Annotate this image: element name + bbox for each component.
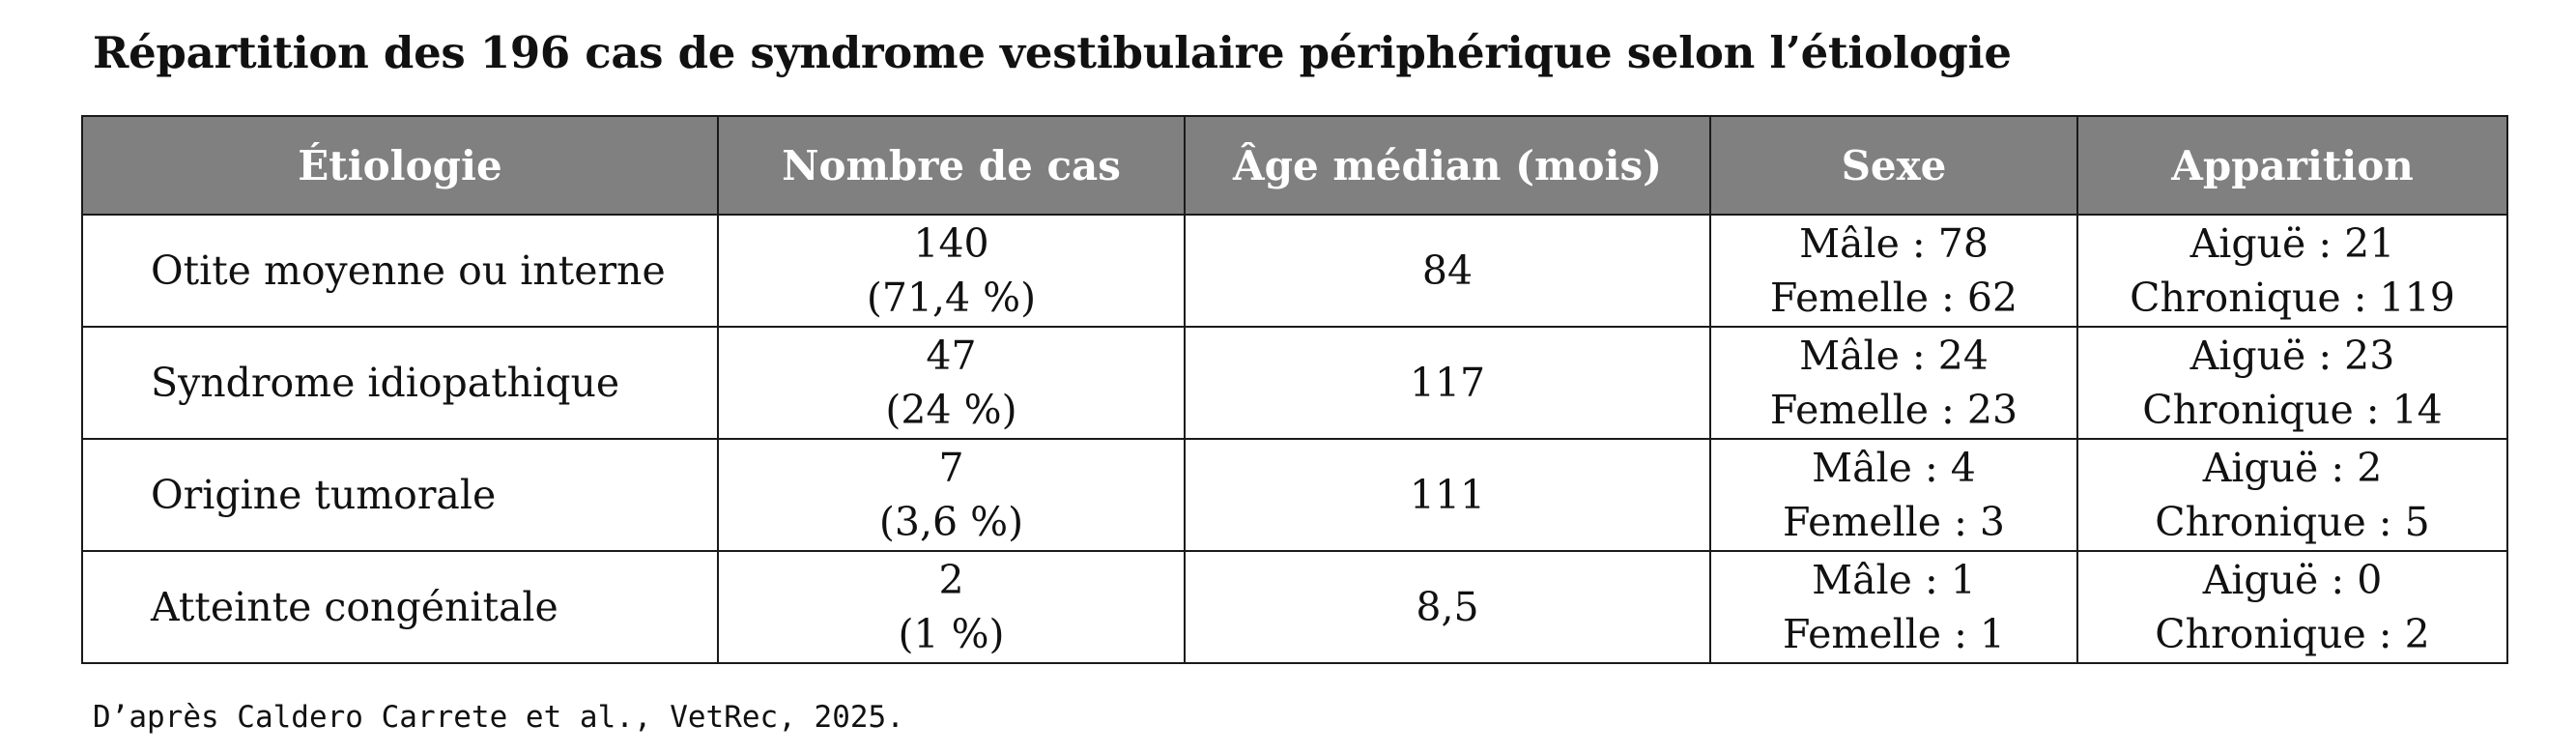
case-count: 47 bbox=[926, 333, 977, 379]
case-percentage: (71,4 %) bbox=[866, 275, 1037, 321]
acute-count: Aiguë : 0 bbox=[2202, 557, 2383, 603]
case-percentage: (1 %) bbox=[898, 611, 1005, 657]
cell-apparition: Aiguë : 23 Chronique : 14 bbox=[2076, 326, 2508, 440]
female-count: Femelle : 3 bbox=[1782, 499, 2006, 545]
table-row: Atteinte congénitale 2 (1 %) 8,5 Mâle : 1… bbox=[81, 550, 2508, 664]
male-count: Mâle : 78 bbox=[1799, 220, 1989, 267]
header-age-median: Âge médian (mois) bbox=[1184, 115, 1711, 216]
table-row: Origine tumorale 7 (3,6 %) 111 Mâle : 4 Fe… bbox=[81, 438, 2508, 552]
cell-sexe: Mâle : 1 Femelle : 1 bbox=[1709, 550, 2078, 664]
cell-nombre-de-cas: 140 (71,4 %) bbox=[717, 214, 1186, 328]
cell-nombre-de-cas: 2 (1 %) bbox=[717, 550, 1186, 664]
female-count: Femelle : 1 bbox=[1782, 611, 2006, 657]
cell-apparition: Aiguë : 2 Chronique : 5 bbox=[2076, 438, 2508, 552]
chronic-count: Chronique : 119 bbox=[2130, 275, 2455, 321]
header-nombre-de-cas: Nombre de cas bbox=[717, 115, 1186, 216]
acute-count: Aiguë : 23 bbox=[2190, 333, 2395, 379]
header-etiologie: Étiologie bbox=[81, 115, 719, 216]
male-count: Mâle : 24 bbox=[1799, 333, 1989, 379]
cell-age-median: 111 bbox=[1184, 438, 1711, 552]
table-title: Répartition des 196 cas de syndrome vest… bbox=[93, 27, 2012, 78]
acute-count: Aiguë : 21 bbox=[2190, 220, 2395, 267]
case-count: 7 bbox=[938, 445, 964, 491]
cell-sexe: Mâle : 78 Femelle : 62 bbox=[1709, 214, 2078, 328]
cell-age-median: 8,5 bbox=[1184, 550, 1711, 664]
female-count: Femelle : 23 bbox=[1769, 387, 2018, 433]
female-count: Femelle : 62 bbox=[1769, 275, 2018, 321]
cell-etiologie: Origine tumorale bbox=[81, 438, 719, 552]
source-citation: D’après Caldero Carrete et al., VetRec, … bbox=[93, 700, 904, 735]
cell-sexe: Mâle : 24 Femelle : 23 bbox=[1709, 326, 2078, 440]
cell-nombre-de-cas: 47 (24 %) bbox=[717, 326, 1186, 440]
cell-apparition: Aiguë : 0 Chronique : 2 bbox=[2076, 550, 2508, 664]
header-sexe: Sexe bbox=[1709, 115, 2078, 216]
cell-etiologie: Syndrome idiopathique bbox=[81, 326, 719, 440]
cell-etiologie: Otite moyenne ou interne bbox=[81, 214, 719, 328]
case-count: 2 bbox=[938, 557, 964, 603]
chronic-count: Chronique : 14 bbox=[2142, 387, 2443, 433]
cell-age-median: 84 bbox=[1184, 214, 1711, 328]
cell-apparition: Aiguë : 21 Chronique : 119 bbox=[2076, 214, 2508, 328]
cell-age-median: 117 bbox=[1184, 326, 1711, 440]
cell-sexe: Mâle : 4 Femelle : 3 bbox=[1709, 438, 2078, 552]
table-header-row: Étiologie Nombre de cas Âge médian (mois… bbox=[81, 115, 2508, 216]
table-row: Syndrome idiopathique 47 (24 %) 117 Mâle … bbox=[81, 326, 2508, 440]
case-count: 140 bbox=[913, 220, 989, 267]
male-count: Mâle : 1 bbox=[1812, 557, 1976, 603]
etiology-table: Étiologie Nombre de cas Âge médian (mois… bbox=[81, 115, 2508, 664]
cell-etiologie: Atteinte congénitale bbox=[81, 550, 719, 664]
male-count: Mâle : 4 bbox=[1812, 445, 1976, 491]
header-apparition: Apparition bbox=[2076, 115, 2508, 216]
chronic-count: Chronique : 5 bbox=[2155, 499, 2430, 545]
chronic-count: Chronique : 2 bbox=[2155, 611, 2430, 657]
case-percentage: (24 %) bbox=[885, 387, 1017, 433]
case-percentage: (3,6 %) bbox=[878, 499, 1024, 545]
cell-nombre-de-cas: 7 (3,6 %) bbox=[717, 438, 1186, 552]
table-row: Otite moyenne ou interne 140 (71,4 %) 84 … bbox=[81, 214, 2508, 328]
acute-count: Aiguë : 2 bbox=[2202, 445, 2383, 491]
